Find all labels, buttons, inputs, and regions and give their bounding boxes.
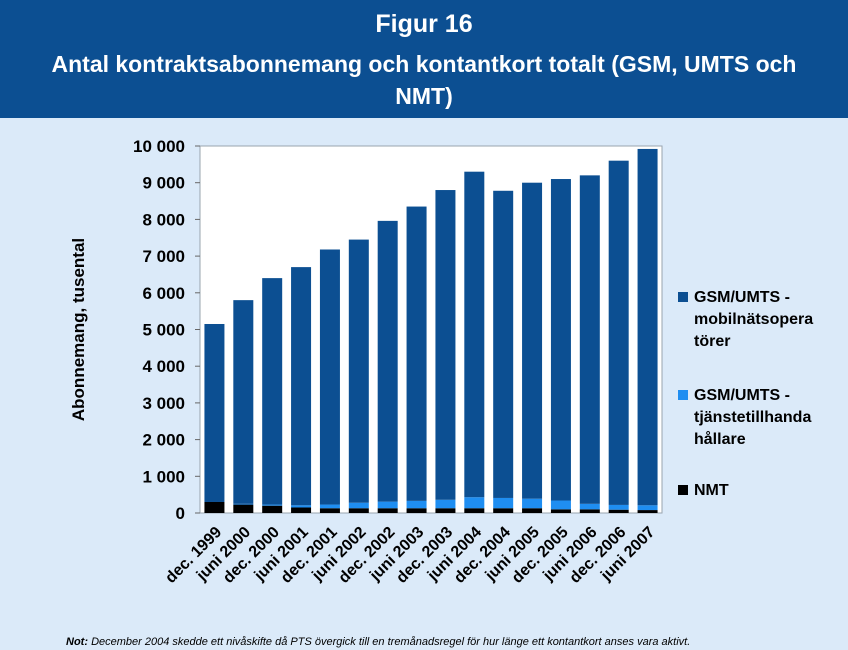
- legend-label: törer: [694, 333, 730, 350]
- bar-segment: [406, 206, 427, 501]
- legend-label: GSM/UMTS -: [694, 387, 790, 404]
- footnote-text: December 2004 skedde ett nivåskifte då P…: [91, 636, 691, 648]
- bar-segment: [233, 504, 254, 513]
- bar-segment: [464, 497, 485, 509]
- bar-segment: [377, 508, 398, 513]
- y-tick-label: 1 000: [142, 467, 185, 486]
- bar-segment: [637, 510, 658, 513]
- bar-segment: [262, 505, 283, 513]
- bar-segment: [204, 501, 225, 513]
- bar-segment: [522, 182, 543, 499]
- y-tick-label: 10 000: [133, 137, 185, 156]
- bar-segment: [522, 508, 543, 513]
- bar-segment: [637, 148, 658, 506]
- bar-segment: [348, 239, 369, 503]
- legend-swatch: [678, 390, 688, 400]
- bar-segment: [319, 508, 340, 513]
- bar-segment: [406, 508, 427, 513]
- chart-title: Antal kontraktsabonnemang och kontantkor…: [51, 51, 797, 109]
- bar-segment: [233, 300, 254, 504]
- bar-segment: [608, 160, 629, 505]
- bar-segment: [406, 500, 427, 509]
- y-tick-label: 3 000: [142, 394, 185, 413]
- bar-segment: [464, 171, 485, 498]
- bar-segment: [319, 504, 340, 509]
- bar-segment: [550, 500, 571, 510]
- legend-label: tjänstetillhanda: [694, 409, 811, 426]
- y-tick-label: 2 000: [142, 431, 185, 450]
- legend-label: GSM/UMTS -: [694, 289, 790, 306]
- bar-segment: [579, 509, 600, 513]
- bar-segment: [464, 508, 485, 513]
- bar-segment: [608, 509, 629, 513]
- bar-segment: [637, 505, 658, 511]
- bar-segment: [319, 249, 340, 505]
- bar-segment: [493, 497, 514, 509]
- bar-segment: [579, 175, 600, 504]
- legend-label: hållare: [694, 430, 746, 448]
- bar-segment: [550, 509, 571, 513]
- y-tick-label: 9 000: [142, 174, 185, 193]
- bar-segment: [262, 504, 283, 506]
- legend-swatch: [678, 485, 688, 495]
- bar-segment: [579, 503, 600, 510]
- y-tick-label: 7 000: [142, 247, 185, 266]
- legend-label: mobilnätsopera: [694, 311, 813, 328]
- y-axis-label: Abonnemang, tusental: [69, 238, 88, 421]
- y-tick-label: 5 000: [142, 321, 185, 340]
- figure-header: Figur 16 Antal kontraktsabonnemang och k…: [0, 0, 848, 118]
- bar-segment: [550, 179, 571, 501]
- y-tick-label: 4 000: [142, 357, 185, 376]
- bar-segment: [233, 503, 254, 505]
- y-tick-label: 8 000: [142, 210, 185, 229]
- bar-segment: [291, 507, 312, 513]
- bar-segment: [204, 323, 225, 502]
- bar-segment: [493, 508, 514, 513]
- bar-segment: [377, 220, 398, 502]
- bar-segment: [291, 505, 312, 508]
- bar-segment: [493, 190, 514, 498]
- bar-segment: [348, 502, 369, 509]
- figure-label: Figur 16: [375, 10, 473, 38]
- bar-segment: [608, 504, 629, 510]
- bar-segment: [435, 499, 456, 509]
- y-tick-label: 0: [176, 504, 185, 523]
- y-tick-label: 6 000: [142, 284, 185, 303]
- bar-segment: [262, 278, 283, 505]
- bar-segment: [435, 508, 456, 513]
- footnote-label: Not:: [66, 636, 88, 648]
- stacked-bar-chart: 0 1 000 2 000 3 000 4 000 5 000 6 000 7 000 8 00…: [69, 137, 813, 587]
- bar-segment: [291, 267, 312, 506]
- bar-segment: [522, 498, 543, 509]
- legend-label: NMT: [694, 482, 729, 499]
- footnote: Not: December 2004 skedde ett nivåskifte…: [66, 636, 690, 648]
- legend-swatch: [678, 292, 688, 302]
- bar-segment: [377, 501, 398, 509]
- bar-segment: [348, 508, 369, 513]
- bar-segment: [435, 190, 456, 500]
